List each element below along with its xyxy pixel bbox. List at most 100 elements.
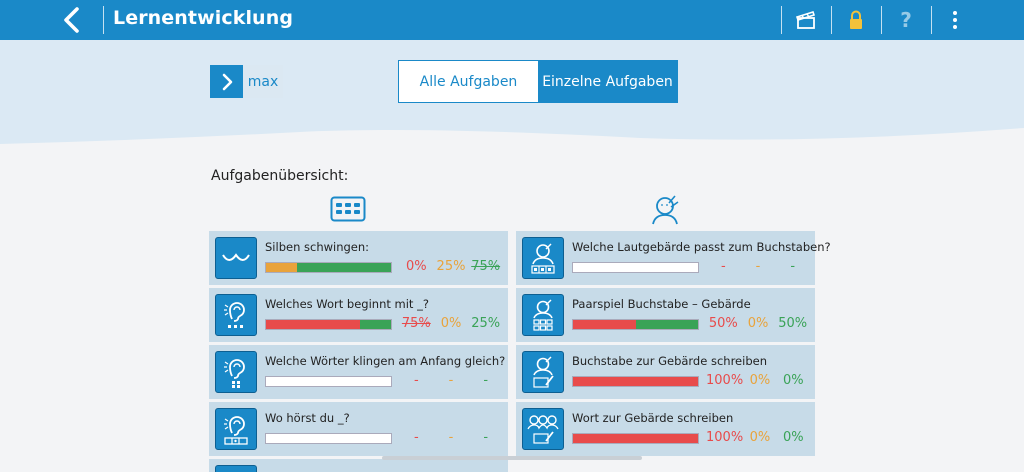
task-name: Welches Wort beginnt mit _? [265,297,429,311]
overview-label: Aufgabenübersicht: [211,168,349,184]
task-card[interactable]: Welches Wort beginnt mit _? 75% 0% 25% [209,288,508,342]
progress-bar [572,262,699,273]
pct-partial: 0% [749,430,771,445]
pct-right: - [483,430,489,445]
divider [931,6,932,34]
tab-single-tasks[interactable]: Einzelne Aufgaben [538,61,677,102]
progress-red [573,377,698,386]
progress-bar [265,262,392,273]
help-button[interactable]: ? [889,4,923,36]
task-name: Welche Lautgebärde passt zum Buchstaben? [572,240,831,254]
user-name: max [243,65,283,98]
more-vertical-icon [953,11,957,29]
tab-all-tasks[interactable]: Alle Aufgaben [399,61,538,102]
task-card[interactable]: Silben schwingen: 0% 25% 75% [209,231,508,285]
pct-wrong: 0% [406,259,427,274]
progress-red [573,320,636,329]
pct-right: - [483,373,489,388]
lock-button[interactable] [839,4,873,36]
scroll-indicator[interactable] [382,456,642,460]
clapperboard-icon [795,11,816,29]
ear-slots-icon [215,408,257,450]
sign-face-column-icon [645,192,685,226]
back-button[interactable] [56,4,88,36]
chevron-left-icon [64,7,79,33]
pct-right: 0% [782,373,804,388]
progress-bar [572,319,699,330]
pct-right: - [790,259,796,274]
percentages: 75% 0% 25% [399,316,503,331]
ear-grid-icon [215,351,257,393]
task-card[interactable] [209,459,508,472]
divider [103,6,104,34]
task-name: Wort zur Gebärde schreiben [572,411,734,425]
progress-green [359,320,391,329]
task-name: Buchstabe zur Gebärde schreiben [572,354,767,368]
chevron-right-icon [222,73,232,90]
pct-wrong: 50% [708,316,738,331]
task-card[interactable]: Welche Lautgebärde passt zum Buchstaben?… [516,231,831,285]
pct-wrong: 75% [401,316,431,331]
pct-partial: 25% [436,259,466,274]
progress-red [573,434,698,443]
clapperboard-button[interactable] [789,4,823,36]
pct-partial: 0% [749,373,771,388]
pct-right: 50% [778,316,808,331]
view-toggle: Alle Aufgaben Einzelne Aufgaben [398,60,678,103]
task-name: Wo hörst du _? [265,411,350,425]
pct-wrong: - [413,430,419,445]
pct-partial: 0% [440,316,462,331]
progress-orange [266,263,298,272]
percentages: 100% 0% 0% [706,373,810,388]
task-card[interactable]: Wo hörst du _? - - - [209,402,508,456]
progress-bar [265,433,392,444]
pct-partial: - [448,430,454,445]
task-card[interactable]: Paarspiel Buchstabe – Gebärde 50% 0% 50% [516,288,815,342]
progress-bar [265,376,392,387]
lock-icon [850,10,862,29]
task-card[interactable]: Wort zur Gebärde schreiben 100% 0% 0% [516,402,815,456]
progress-green [635,320,698,329]
pct-wrong: 100% [706,373,744,388]
pct-wrong: - [720,259,726,274]
progress-green [297,263,391,272]
percentages: - - - [399,373,503,388]
progress-bar [572,376,699,387]
pct-partial: - [448,373,454,388]
progress-bar [265,319,392,330]
page-title: Lernentwicklung [113,7,294,29]
pct-wrong: 100% [706,430,744,445]
user-select-button[interactable] [210,65,243,98]
face-grid-icon [522,294,564,336]
face-letters-icon [522,237,564,279]
task-card[interactable]: Welche Wörter klingen am Anfang gleich? … [209,345,508,399]
divider [831,6,832,34]
pct-partial: 0% [747,316,769,331]
task-name: Paarspiel Buchstabe – Gebärde [572,297,751,311]
task-card[interactable]: Buchstabe zur Gebärde schreiben 100% 0% … [516,345,815,399]
faces-write-icon [522,408,564,450]
face-write-icon [522,351,564,393]
percentages: 100% 0% 0% [706,430,810,445]
divider [781,6,782,34]
more-button[interactable] [938,4,972,36]
app-bar: Lernentwicklung ? [0,0,1024,40]
progress-bar [572,433,699,444]
pct-wrong: - [413,373,419,388]
pct-right: 0% [782,430,804,445]
pct-right: 75% [471,259,501,274]
pct-right: 25% [471,316,501,331]
task-name: Welche Wörter klingen am Anfang gleich? [265,354,506,368]
wave-icon [215,237,257,279]
ear-dots-icon [215,294,257,336]
percentages: 0% 25% 75% [399,259,503,274]
keyboard-column-icon [328,192,368,226]
percentages: 50% 0% 50% [706,316,810,331]
divider [881,6,882,34]
task-name: Silben schwingen: [265,240,370,254]
question-icon: ? [900,8,912,32]
percentages: - - - [399,430,503,445]
pct-partial: - [755,259,761,274]
progress-red [266,320,360,329]
percentages: - - - [706,259,810,274]
